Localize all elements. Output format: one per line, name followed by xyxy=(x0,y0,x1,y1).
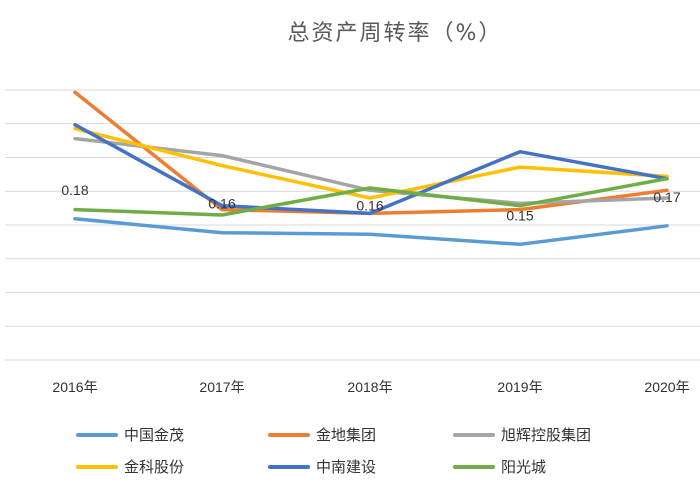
data-labels: 0.18 0.16 0.16 0.15 0.17 xyxy=(61,182,680,223)
legend-label: 金科股份 xyxy=(124,458,184,476)
chart-title: 总资产周转率（%） xyxy=(288,21,503,46)
data-label: 0.17 xyxy=(653,189,680,205)
x-tick-label: 2016年 xyxy=(52,379,97,395)
series-line-3 xyxy=(73,126,669,200)
x-tick-label: 2017年 xyxy=(199,379,244,395)
data-label: 0.16 xyxy=(208,196,235,212)
series-line-2 xyxy=(73,136,669,206)
data-label: 0.18 xyxy=(61,182,88,198)
data-label: 0.15 xyxy=(506,207,533,223)
legend-label: 中国金茂 xyxy=(124,426,184,444)
series-line-5 xyxy=(73,176,669,217)
legend-label: 中南建设 xyxy=(316,458,376,476)
x-tick-label: 2019年 xyxy=(497,379,542,395)
x-tick-label: 2018年 xyxy=(347,379,392,395)
series-lines xyxy=(73,90,669,247)
legend-label: 金地集团 xyxy=(316,426,376,444)
series-line-0 xyxy=(73,217,669,247)
legend-label: 旭辉控股集团 xyxy=(501,426,591,444)
gridlines xyxy=(5,89,700,361)
data-label: 0.16 xyxy=(356,197,383,213)
series-line-4 xyxy=(73,122,669,216)
x-axis-ticks: 2016年 2017年 2018年 2019年 2020年 xyxy=(52,379,689,395)
legend-label: 阳光城 xyxy=(501,458,546,476)
x-tick-label: 2020年 xyxy=(644,379,689,395)
